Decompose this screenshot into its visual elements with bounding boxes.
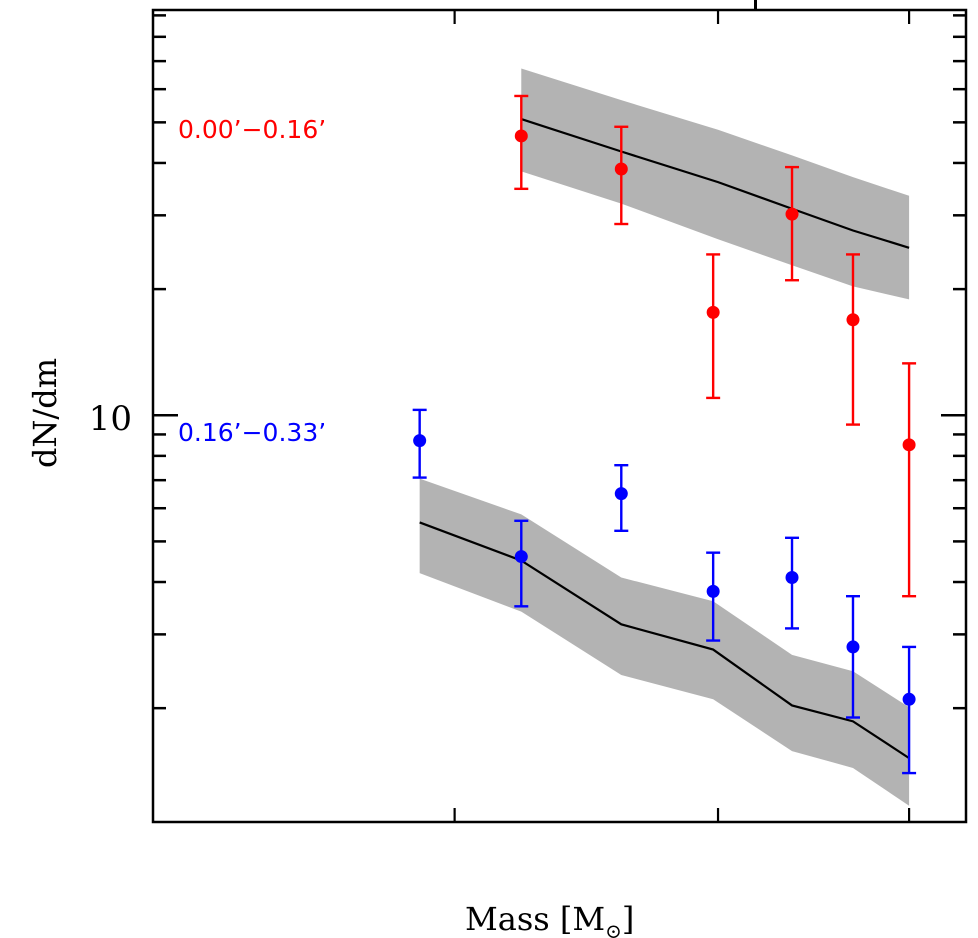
- data-point: [614, 162, 628, 176]
- cut-title-glyph-serif: [750, 9, 761, 11]
- error-bar: [845, 595, 860, 719]
- x-axis-label-sun-symbol: ⊙: [605, 919, 622, 938]
- error-bar: [706, 253, 721, 400]
- data-point: [413, 434, 427, 448]
- error-bar: [902, 362, 917, 598]
- model-line-0: [520, 118, 910, 249]
- y-axis-label: dN/dm: [26, 358, 64, 468]
- axes: [151, 8, 968, 824]
- cut-title-glyph: [754, 0, 757, 10]
- y-tick-label-10: 10: [89, 399, 132, 439]
- data-point: [785, 571, 799, 585]
- model-band-1: [419, 478, 910, 806]
- data-point: [514, 129, 528, 143]
- error-bar: [785, 165, 800, 282]
- data-point: [902, 692, 916, 706]
- data-points: [413, 129, 916, 706]
- data-point: [846, 640, 860, 654]
- model-band-0: [521, 68, 910, 300]
- x-axis-label-main: Mass [M: [465, 900, 605, 938]
- data-point: [846, 313, 860, 327]
- model-bands: [419, 68, 910, 806]
- data-point: [706, 584, 720, 598]
- x-axis-label: Mass [M⊙]: [465, 900, 634, 938]
- error-bar: [902, 645, 917, 775]
- data-point: [706, 305, 720, 319]
- data-point: [614, 487, 628, 501]
- legend-label-inner: 0.00’−0.16’: [178, 115, 326, 144]
- data-point: [902, 438, 916, 452]
- error-bar: [514, 519, 529, 608]
- x-axis-label-end: ]: [622, 900, 634, 938]
- error-bar: [845, 253, 860, 426]
- legend-label-outer: 0.16’−0.33’: [178, 418, 326, 447]
- data-point: [514, 550, 528, 564]
- data-point: [785, 207, 799, 221]
